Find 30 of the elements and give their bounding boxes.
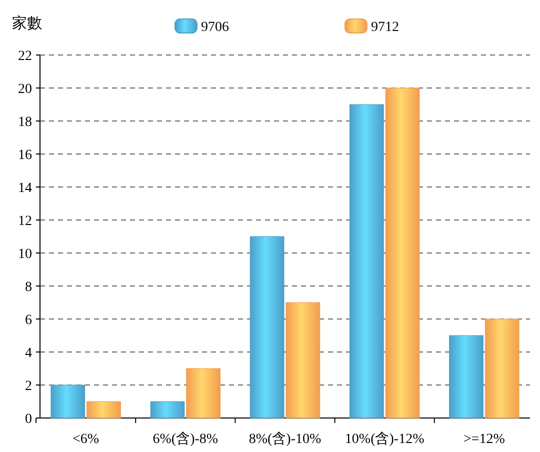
y-tick-label: 16 xyxy=(18,148,32,163)
bar xyxy=(484,318,520,418)
bar xyxy=(186,368,221,418)
bar xyxy=(150,401,185,418)
y-tick-label: 22 xyxy=(18,48,32,64)
bar xyxy=(349,104,384,418)
x-tick-label: 6%(含)-8% xyxy=(152,431,218,447)
bar xyxy=(385,88,420,418)
x-tick-label: 10%(含)-12% xyxy=(344,431,425,447)
y-tick-label: 10 xyxy=(18,246,32,262)
bar xyxy=(286,302,320,418)
y-tick-label: 14 xyxy=(18,180,32,196)
legend-label: 9712 xyxy=(371,20,399,35)
bar xyxy=(449,335,484,418)
bar xyxy=(50,384,86,418)
bar xyxy=(86,401,121,418)
y-tick-label: 18 xyxy=(18,114,32,130)
y-tick-label: 2 xyxy=(25,378,32,394)
x-tick-label: >=12% xyxy=(463,432,506,447)
legend-label: 9706 xyxy=(201,20,229,35)
x-tick-label: <6% xyxy=(72,432,100,447)
bar xyxy=(250,236,284,418)
x-tick-label: 8%(含)-10% xyxy=(248,431,322,447)
y-tick-label: 6 xyxy=(25,312,32,328)
y-tick-label: 12 xyxy=(18,214,32,229)
y-tick-label: 20 xyxy=(18,82,32,97)
y-tick-label: 8 xyxy=(25,280,32,295)
y-tick-label: 4 xyxy=(25,346,32,361)
y-tick-label: 0 xyxy=(25,412,32,427)
y-axis-title: 家數 xyxy=(12,15,42,32)
